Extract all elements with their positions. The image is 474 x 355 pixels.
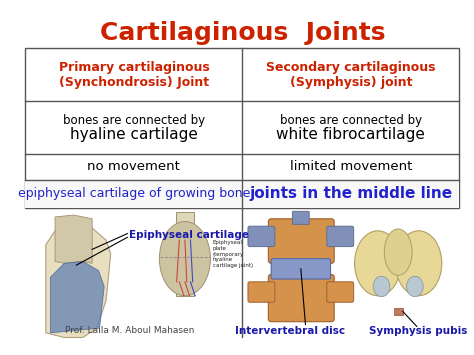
FancyBboxPatch shape: [248, 282, 275, 302]
Ellipse shape: [373, 276, 390, 297]
Ellipse shape: [384, 229, 412, 275]
Text: white fibrocartilage: white fibrocartilage: [276, 127, 425, 142]
FancyBboxPatch shape: [292, 211, 309, 224]
Bar: [393, 308, 403, 315]
FancyBboxPatch shape: [327, 282, 354, 302]
FancyBboxPatch shape: [268, 274, 334, 322]
Text: Epiphyseal
plate
(temporary
hyaline
cartilage joint): Epiphyseal plate (temporary hyaline cart…: [213, 240, 253, 268]
FancyBboxPatch shape: [248, 226, 275, 247]
Polygon shape: [50, 261, 104, 333]
Ellipse shape: [395, 231, 442, 296]
Text: Cartilaginous  Joints: Cartilaginous Joints: [100, 21, 385, 45]
Text: limited movement: limited movement: [290, 160, 412, 173]
Text: epiphyseal cartilage of growing bone: epiphyseal cartilage of growing bone: [18, 187, 250, 200]
Bar: [26, 48, 459, 208]
Text: Primary cartilaginous
(Synchondrosis) Joint: Primary cartilaginous (Synchondrosis) Jo…: [58, 61, 209, 88]
Text: Epiphyseal cartilage: Epiphyseal cartilage: [129, 230, 249, 240]
Bar: [176, 212, 194, 296]
Text: hyaline cartilage: hyaline cartilage: [70, 127, 198, 142]
FancyBboxPatch shape: [271, 259, 330, 279]
Bar: [26, 180, 459, 208]
Text: bones are connected by: bones are connected by: [280, 114, 422, 126]
Ellipse shape: [407, 276, 423, 297]
FancyBboxPatch shape: [268, 219, 334, 263]
Text: no movement: no movement: [87, 160, 180, 173]
Text: Secondary cartilaginous
(Symphysis) joint: Secondary cartilaginous (Symphysis) join…: [266, 61, 436, 88]
Polygon shape: [55, 215, 92, 263]
FancyBboxPatch shape: [327, 226, 354, 247]
Text: Prof. Laila M. Aboul Mahasen: Prof. Laila M. Aboul Mahasen: [64, 327, 194, 335]
Text: bones are connected by: bones are connected by: [63, 114, 205, 126]
Ellipse shape: [355, 231, 401, 296]
Text: joints in the middle line: joints in the middle line: [249, 186, 453, 201]
Text: Symphysis pubis: Symphysis pubis: [369, 326, 468, 336]
Polygon shape: [46, 224, 111, 338]
Text: Intervertebral disc: Intervertebral disc: [235, 326, 345, 336]
Ellipse shape: [159, 222, 210, 296]
